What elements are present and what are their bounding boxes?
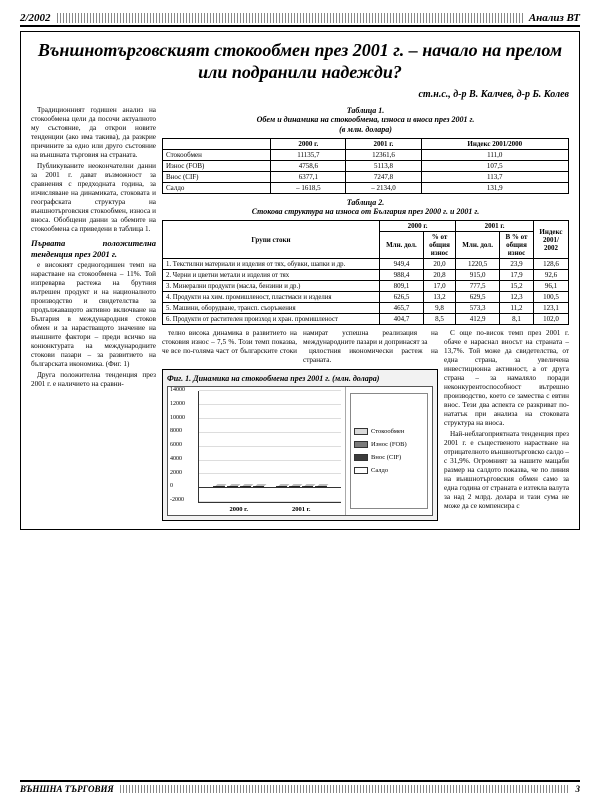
- chart-title: Фиг. 1. Динамика на стокообмена през 200…: [167, 374, 433, 383]
- journal-name: ВЪНШНА ТЪРГОВИЯ: [20, 784, 114, 794]
- table-row: Стокообмен11135,712361,6111,0: [163, 149, 569, 160]
- legend-item: Внос (CIF): [354, 454, 424, 461]
- subhead-1: Първата положителна тенденция през 2001 …: [31, 238, 156, 259]
- legend-item: Салдо: [354, 467, 424, 474]
- table2-caption: Таблица 2. Стокова структура на износа о…: [162, 198, 569, 216]
- left-column: Традиционният годишен анализ на стокообм…: [31, 106, 156, 521]
- bar: [253, 486, 264, 488]
- table1: 2000 г. 2001 г. Индекс 2001/2000 Стокооб…: [162, 138, 569, 194]
- table2: Групи стоки 2000 г. 2001 г. Индекс 2001/…: [162, 220, 569, 325]
- bar: [276, 486, 287, 488]
- table1-caption: Таблица 1. Обем и динамика на стокообмен…: [162, 106, 569, 134]
- y-axis: -200002000400060008000100001200014000: [170, 387, 196, 503]
- table-row: Салдо– 1618,5– 2134,0131,9: [163, 182, 569, 193]
- intro-p1: Традиционният годишен анализ на стокообм…: [31, 106, 156, 160]
- issue-number: 2/2002: [20, 12, 51, 24]
- bar: [289, 486, 300, 488]
- bar-group: [273, 486, 330, 488]
- header-bar: 2/2002 Анализ ВТ: [20, 12, 580, 27]
- footer-bar: ВЪНШНА ТЪРГОВИЯ 3: [20, 780, 580, 794]
- footer-pattern: [120, 785, 570, 793]
- bar: [227, 486, 238, 488]
- bar: [302, 486, 313, 488]
- headline: Външнотърговският стокообмен през 2001 г…: [31, 40, 569, 83]
- chart-container: Фиг. 1. Динамика на стокообмена през 200…: [162, 369, 438, 521]
- chart-legend: Стокообмен Износ (FOB) Внос (CIF) Салдо: [350, 393, 428, 509]
- table-row: 3. Минерални продукти (масла, бензини и …: [163, 281, 569, 292]
- legend-item: Износ (FOB): [354, 441, 424, 448]
- legend-item: Стокообмен: [354, 428, 424, 435]
- article-container: Външнотърговският стокообмен през 2001 г…: [20, 31, 580, 530]
- header-pattern: [57, 13, 523, 23]
- x-axis-label: 2000 г.: [210, 506, 267, 513]
- table-row: Внос (CIF)6377,17247,8113,7: [163, 171, 569, 182]
- sub1-p1: е високият средногодишен темп на нараств…: [31, 261, 156, 369]
- bar: [213, 486, 224, 488]
- table-row: 5. Машини, оборудване, трансп. съоръжени…: [163, 303, 569, 314]
- legend-swatch: [354, 454, 368, 461]
- bar: [315, 486, 326, 488]
- table-row: Износ (FOB)4758,65113,8107,5: [163, 160, 569, 171]
- table-row: 6. Продукти от растителен произход и хра…: [163, 314, 569, 325]
- intro-p2: Публикуваните неокончателни данни за 200…: [31, 162, 156, 234]
- legend-swatch: [354, 467, 368, 474]
- table-row: 4. Продукти на хим. промишленост, пластм…: [163, 292, 569, 303]
- chart: -200002000400060008000100001200014000 20…: [167, 386, 433, 516]
- sub1-p2: Друга положителна тенденция през 2001 г.…: [31, 371, 156, 389]
- legend-swatch: [354, 441, 368, 448]
- bar-group: [210, 486, 267, 488]
- page-number: 3: [576, 784, 581, 794]
- plot-area: 2000 г.2001 г.: [198, 391, 341, 503]
- bar: [240, 486, 251, 488]
- table-row: 2. Черни и цветни метали и изделия от тя…: [163, 270, 569, 281]
- mid-text: телно висока динамика в развитието на ст…: [162, 329, 438, 365]
- x-axis-label: 2001 г.: [273, 506, 330, 513]
- table-row: 1. Текстилни материали и изделия от тях,…: [163, 259, 569, 270]
- right-column-text: С още по-висок темп през 2001 г. обаче е…: [444, 329, 569, 513]
- byline: ст.н.с., д-р В. Калчев, д-р Б. Колев: [31, 89, 569, 100]
- legend-swatch: [354, 428, 368, 435]
- section-name: Анализ ВТ: [529, 12, 580, 24]
